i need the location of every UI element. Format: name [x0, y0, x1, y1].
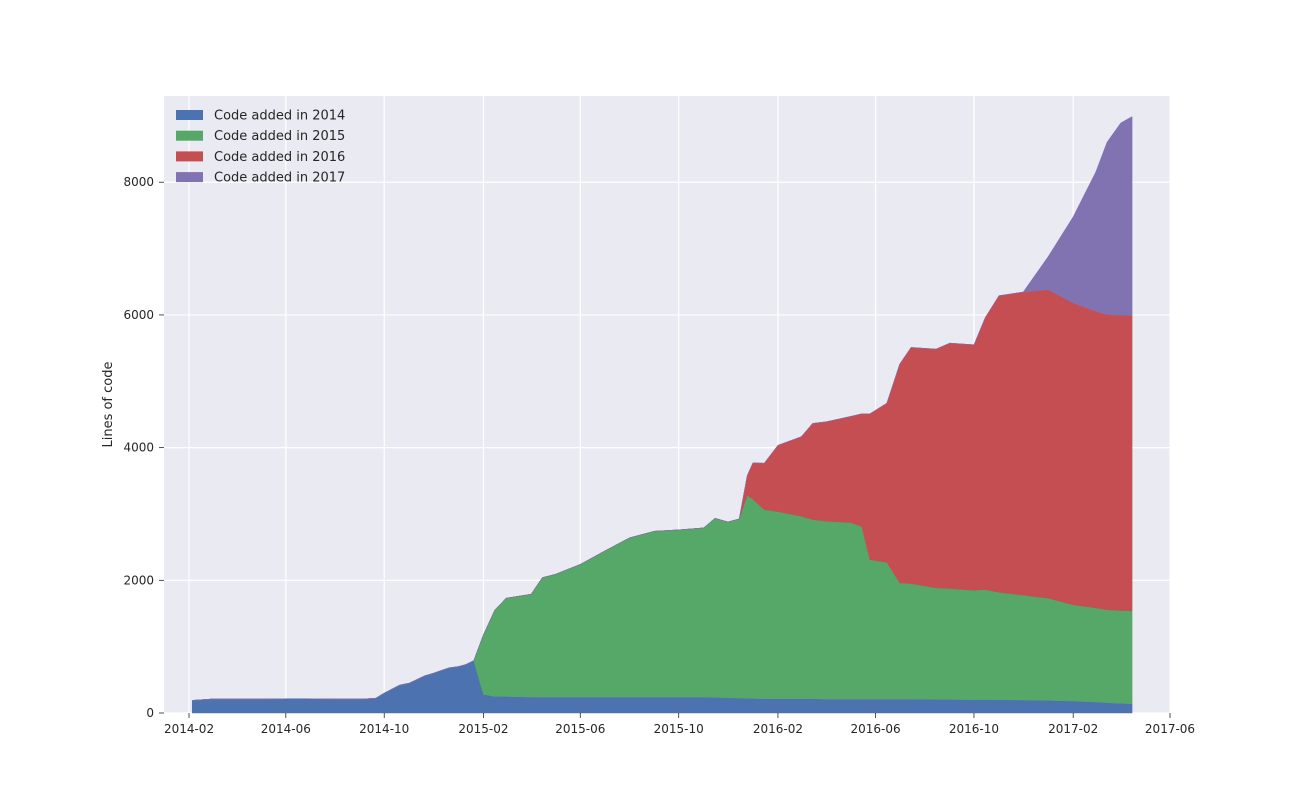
legend-label: Code added in 2017 — [214, 171, 345, 186]
legend-swatch — [176, 130, 203, 141]
y-tick-label: 4000 — [123, 441, 154, 455]
x-tick-label: 2014-02 — [164, 722, 214, 736]
x-tick-label: 2015-10 — [654, 722, 704, 736]
legend-swatch — [176, 172, 203, 183]
x-tick-label: 2014-10 — [359, 722, 409, 736]
y-tick-label: 2000 — [123, 573, 154, 587]
legend-swatch — [176, 110, 203, 120]
y-axis-label: Lines of code — [101, 361, 116, 447]
legend-swatch — [176, 151, 203, 162]
x-tick-label: 2016-02 — [753, 722, 803, 736]
area-code-added-in-2017 — [192, 116, 1133, 701]
x-tick-label: 2017-02 — [1048, 722, 1098, 736]
legend-label: Code added in 2014 — [214, 109, 345, 124]
legend-label: Code added in 2016 — [214, 150, 345, 165]
y-tick-label: 0 — [146, 706, 154, 720]
x-tick-label: 2014-06 — [261, 722, 311, 736]
x-tick-label: 2015-02 — [458, 722, 508, 736]
y-tick-label: 6000 — [123, 308, 154, 322]
areas — [191, 116, 1133, 714]
y-tick-label: 8000 — [123, 175, 154, 189]
y-axis: 0 2000 4000 6000 8000 — [123, 175, 164, 720]
legend-label: Code added in 2015 — [214, 129, 345, 144]
legend: Code added in 2014 Code added in 2015 Code… — [176, 109, 345, 186]
x-tick-label: 2016-10 — [949, 722, 999, 736]
x-axis: 2014-02 2014-06 2014-10 2015-02 2015-06 2015-… — [164, 713, 1195, 736]
x-tick-label: 2015-06 — [555, 722, 605, 736]
x-tick-label: 2016-06 — [850, 722, 900, 736]
x-tick-label: 2017-06 — [1145, 722, 1195, 736]
